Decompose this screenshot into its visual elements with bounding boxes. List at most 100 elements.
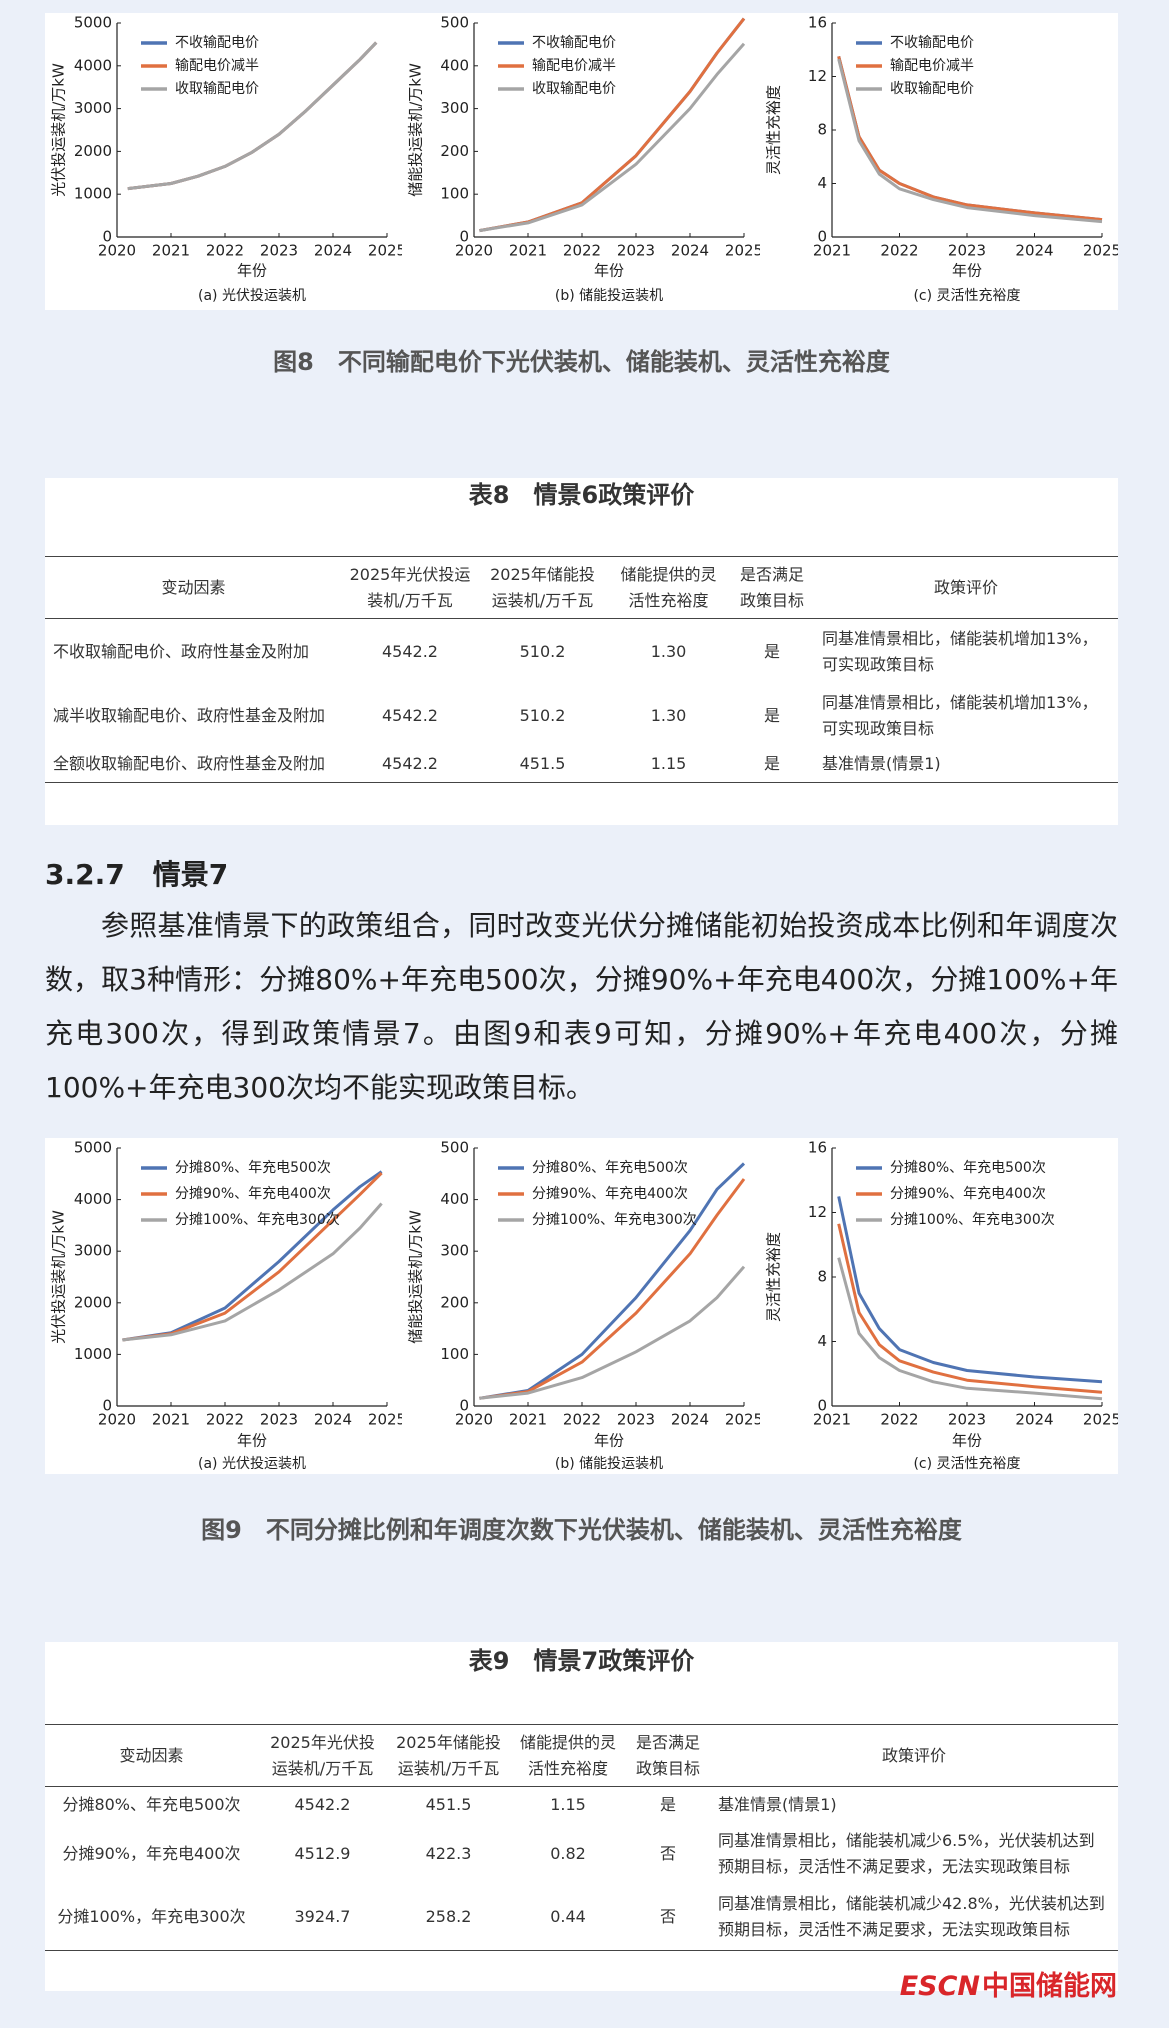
column-header: 储能提供的灵活性充裕度 [607,556,730,619]
line-series [122,1202,383,1342]
cell: 否 [626,1884,710,1951]
logo: ESCN中国储能网 [900,1964,1117,2003]
x-axis-label: 年份 [594,262,624,280]
legend-label: 分摊90%、年充电400次 [175,1186,331,1202]
x-tick-label: 2022 [206,242,244,260]
x-tick-label: 2025 [368,242,402,260]
legend-label: 不收输配电价 [890,35,974,51]
figure-9: 0 1000 2000 3000 4000 5000 2020 2021 2022 2023 202… [45,1138,1118,1474]
x-tick-label: 2021 [813,242,851,260]
cell: 不收取输配电价、政府性基金及附加 [53,641,310,661]
section-heading: 3.2.7 情景7 [45,858,229,891]
y-tick-label: 0 [459,1397,469,1415]
cell: 4542.2 [342,746,478,783]
x-axis-label: 年份 [594,1432,624,1450]
cell: 是 [730,746,814,783]
cell: 否 [659,1843,676,1863]
cell: 同基准情景相比，储能装机增加13%，可实现政策目标 [822,692,1098,738]
cell: 510.2 [519,705,566,725]
y-tick-label: 400 [440,1190,469,1208]
y-axis-label: 储能投运装机/万kW [407,1210,425,1344]
x-tick-label: 2023 [617,242,655,260]
y-tick-label: 500 [440,14,469,32]
x-tick-label: 2025 [368,1411,402,1429]
y-axis-label: 光伏投运装机/万kW [50,1210,68,1344]
logo-latin: ESCN [899,1971,980,2002]
logo-cn: 中国储能网 [982,1971,1117,2002]
x-tick-label: 2024 [314,1411,352,1429]
y-tick-label: 8 [817,121,827,139]
chart: 0 1000 2000 3000 4000 5000 2020 2021 2022 2023 202… [50,1139,403,1473]
column-header: 是否满足政策目标 [730,556,814,619]
cell: 同基准情景相比，储能装机减少6.5%，光伏装机达到预期目标，灵活性不满足要求，无… [718,1830,1095,1876]
figure-caption: 图9 不同分摊比例和年调度次数下光伏装机、储能装机、灵活性充裕度 [201,1516,962,1544]
line-series [837,56,1103,222]
y-tick-label: 0 [817,228,827,246]
chart-caption: (b) 储能投运装机 [555,1456,663,1472]
chart-caption: (c) 灵活性充裕度 [913,288,1020,304]
line-series [837,1223,1103,1394]
table: 变动因素 2025年光伏投运装机/万千瓦 2025年储能投运装机/万千瓦 储能提供的灵… [45,556,1118,783]
y-tick-label: 4 [817,174,827,192]
chart: 0 100 200 300 400 500 2020 2021 2022 2023 2024 2025… [407,14,761,305]
y-tick-label: 1000 [74,185,112,203]
legend-label: 分摊100%、年充电300次 [532,1212,697,1228]
table-box: 表8 情景6政策评价 变动因素 2025年光伏投运装机/万千瓦 2025年储能投运装… [45,478,1118,825]
row: 不收取输配电价、政府性基金及附加 4542.2 510.2 1.30 是 同基准情景相比，… [45,619,1118,685]
column-header: 2025年储能投运装机/万千瓦 [387,1724,510,1787]
x-tick-label: 2022 [880,242,918,260]
column-header: 变动因素 [45,1724,258,1787]
cell: 451.5 [425,1794,472,1814]
cell: 3924.7 [258,1884,387,1951]
x-tick-label: 2023 [260,242,298,260]
x-tick-label: 2021 [509,242,547,260]
x-tick-label: 2024 [671,242,709,260]
chart: 0 100 200 300 400 500 2020 2021 2022 2023 2024 2025… [407,1139,761,1473]
x-axis-label: 年份 [952,1432,982,1450]
line-series [127,41,378,191]
y-tick-label: 5000 [74,14,112,32]
header-row: 变动因素 2025年光伏投运装机/万千瓦 2025年储能投运装机/万千瓦 储能提供的灵… [45,556,1118,619]
column-header: 储能提供的灵活性充裕度 [510,1724,626,1787]
y-tick-label: 8 [817,1268,827,1286]
y-tick-label: 100 [440,185,469,203]
cell: 1.15 [550,1794,586,1814]
cell: 同基准情景相比，储能装机减少42.8%，光伏装机达到预期目标，灵活性不满足要求，… [710,1884,1118,1951]
x-tick-label: 2021 [813,1411,851,1429]
y-tick-label: 0 [817,1397,827,1415]
legend-label: 输配电价减半 [890,58,974,74]
cell: 分摊90%，年充电400次 [62,1843,241,1863]
legend-label: 分摊80%、年充电500次 [890,1160,1046,1176]
y-tick-label: 0 [102,1397,112,1415]
column-header: 政策评价 [814,556,1118,619]
y-axis-label: 灵活性充裕度 [765,1232,783,1322]
row: 减半收取输配电价、政府性基金及附加 4542.2 510.2 1.30 是 同基准情景相比… [45,685,1118,747]
y-tick-label: 0 [102,228,112,246]
legend-label: 收取输配电价 [532,81,616,97]
cell: 是 [763,705,780,725]
y-tick-label: 4000 [74,1190,112,1208]
x-tick-label: 2025 [725,1411,760,1429]
legend-label: 收取输配电价 [175,81,259,97]
x-tick-label: 2025 [725,242,760,260]
y-tick-label: 500 [440,1139,469,1157]
cell: 4542.2 [294,1794,351,1814]
x-tick-label: 2021 [152,1411,190,1429]
row: 分摊100%，年充电300次 3924.7 258.2 0.44 否同基准情景相比，储能… [45,1884,1118,1951]
line-series [837,58,1103,224]
x-tick-label: 2025 [1083,242,1118,260]
y-axis-label: 储能投运装机/万kW [407,63,425,197]
cell: 451.5 [478,746,607,783]
legend-label: 分摊80%、年充电500次 [175,1160,331,1176]
line-series [479,42,746,233]
x-tick-label: 2022 [563,242,601,260]
y-tick-label: 100 [440,1345,469,1363]
cell: 4542.2 [382,641,438,661]
cell: 1.30 [650,641,687,661]
cell: 分摊100%，年充电300次 [45,1884,258,1951]
x-tick-label: 2023 [948,242,986,260]
cell: 全额收取输配电价、政府性基金及附加 [45,746,342,783]
column-header: 2025年储能投运装机/万千瓦 [478,556,607,619]
